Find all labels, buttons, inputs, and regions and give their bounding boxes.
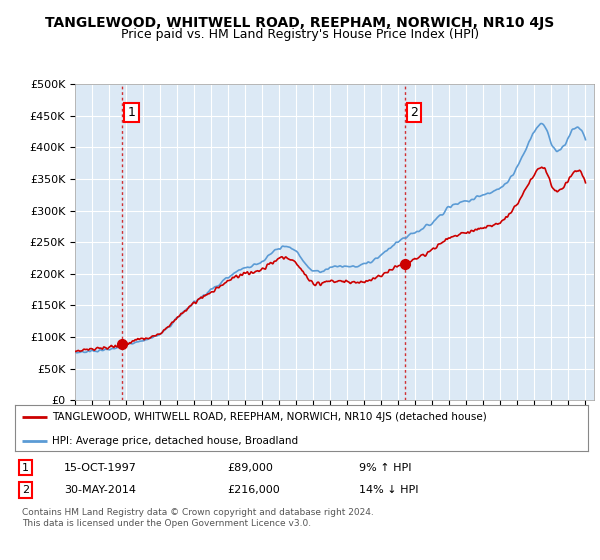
Text: 1: 1 — [22, 463, 29, 473]
Text: TANGLEWOOD, WHITWELL ROAD, REEPHAM, NORWICH, NR10 4JS (detached house): TANGLEWOOD, WHITWELL ROAD, REEPHAM, NORW… — [52, 412, 487, 422]
Text: 9% ↑ HPI: 9% ↑ HPI — [359, 463, 412, 473]
Text: Contains HM Land Registry data © Crown copyright and database right 2024.
This d: Contains HM Land Registry data © Crown c… — [22, 508, 374, 528]
Text: TANGLEWOOD, WHITWELL ROAD, REEPHAM, NORWICH, NR10 4JS: TANGLEWOOD, WHITWELL ROAD, REEPHAM, NORW… — [46, 16, 554, 30]
Text: £216,000: £216,000 — [227, 485, 280, 495]
Text: 14% ↓ HPI: 14% ↓ HPI — [359, 485, 418, 495]
Text: 1: 1 — [128, 106, 136, 119]
Text: 2: 2 — [22, 485, 29, 495]
Text: 30-MAY-2014: 30-MAY-2014 — [64, 485, 136, 495]
Text: £89,000: £89,000 — [227, 463, 273, 473]
Text: 15-OCT-1997: 15-OCT-1997 — [64, 463, 137, 473]
Text: HPI: Average price, detached house, Broadland: HPI: Average price, detached house, Broa… — [52, 436, 298, 446]
Text: 2: 2 — [410, 106, 418, 119]
Text: Price paid vs. HM Land Registry's House Price Index (HPI): Price paid vs. HM Land Registry's House … — [121, 28, 479, 41]
